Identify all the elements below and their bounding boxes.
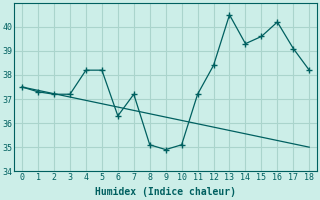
X-axis label: Humidex (Indice chaleur): Humidex (Indice chaleur) [95, 187, 236, 197]
